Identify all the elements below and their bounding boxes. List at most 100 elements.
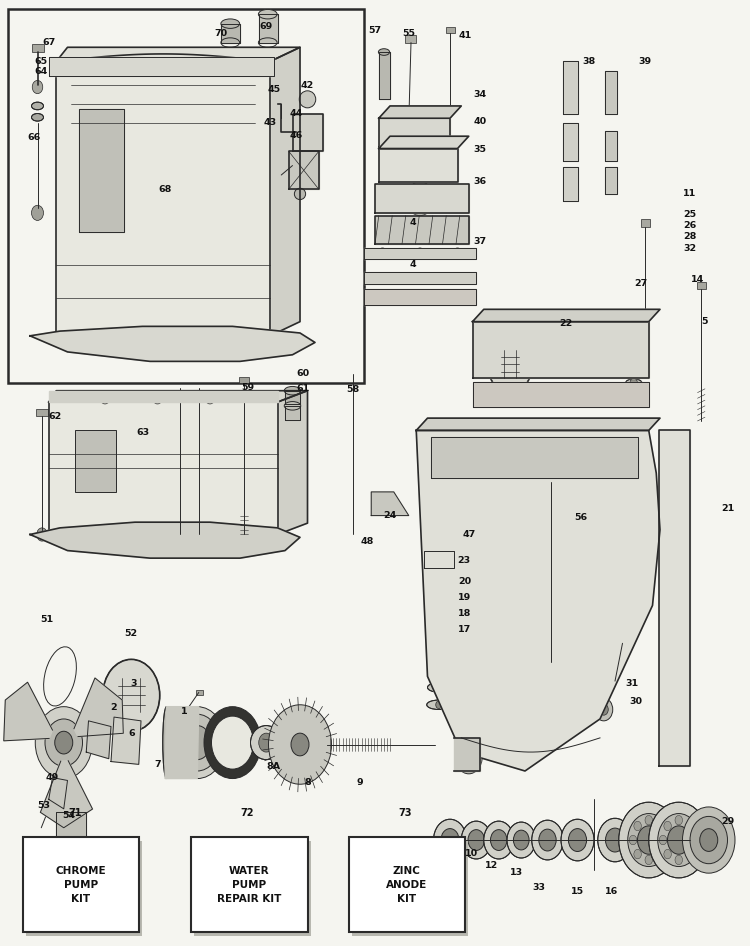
Polygon shape <box>454 738 480 771</box>
Circle shape <box>468 830 484 850</box>
Polygon shape <box>658 430 690 766</box>
Text: 47: 47 <box>462 530 476 539</box>
Ellipse shape <box>532 390 548 399</box>
Circle shape <box>379 273 386 283</box>
Circle shape <box>576 446 594 468</box>
Bar <box>22 837 139 932</box>
Ellipse shape <box>626 358 642 365</box>
Text: 36: 36 <box>473 177 487 186</box>
Circle shape <box>436 684 442 692</box>
Circle shape <box>629 835 637 845</box>
Text: ZINC
ANODE
KIT: ZINC ANODE KIT <box>386 866 427 903</box>
Circle shape <box>514 831 529 850</box>
Circle shape <box>32 205 44 220</box>
Polygon shape <box>472 322 649 378</box>
Text: 41: 41 <box>458 31 472 41</box>
Circle shape <box>507 822 536 858</box>
Ellipse shape <box>427 683 450 692</box>
Circle shape <box>169 707 226 779</box>
Circle shape <box>453 248 462 259</box>
Polygon shape <box>379 52 390 99</box>
Circle shape <box>656 850 664 859</box>
Circle shape <box>184 726 211 760</box>
Polygon shape <box>371 492 409 516</box>
Circle shape <box>406 182 433 216</box>
Circle shape <box>614 446 632 468</box>
Circle shape <box>419 126 429 139</box>
Circle shape <box>436 597 442 604</box>
Circle shape <box>461 747 476 766</box>
Circle shape <box>686 821 694 831</box>
Text: 63: 63 <box>136 428 149 437</box>
Circle shape <box>675 855 682 865</box>
Text: 61: 61 <box>296 384 310 394</box>
Circle shape <box>645 855 652 865</box>
Text: 39: 39 <box>638 57 652 66</box>
Ellipse shape <box>626 379 642 388</box>
Text: 38: 38 <box>582 57 596 66</box>
Circle shape <box>490 830 507 850</box>
Text: 24: 24 <box>383 511 397 520</box>
Text: 20: 20 <box>458 577 472 587</box>
Circle shape <box>424 273 431 283</box>
Circle shape <box>436 614 442 622</box>
Circle shape <box>469 273 476 283</box>
Circle shape <box>433 819 466 861</box>
Text: 32: 32 <box>683 244 697 254</box>
Text: 54: 54 <box>62 811 76 820</box>
Text: 1: 1 <box>181 707 187 716</box>
Polygon shape <box>285 406 300 420</box>
Text: 7: 7 <box>154 760 160 769</box>
Circle shape <box>634 850 641 859</box>
Polygon shape <box>56 47 300 61</box>
Circle shape <box>599 704 608 715</box>
Text: 3: 3 <box>130 678 136 688</box>
Circle shape <box>630 378 638 388</box>
Ellipse shape <box>532 332 578 349</box>
Text: 68: 68 <box>158 184 172 194</box>
Circle shape <box>259 733 274 752</box>
Circle shape <box>630 367 638 377</box>
Text: 35: 35 <box>473 145 487 154</box>
Text: 25: 25 <box>683 210 697 219</box>
Polygon shape <box>562 167 578 201</box>
Text: 16: 16 <box>604 886 618 896</box>
Circle shape <box>561 819 594 861</box>
Text: 55: 55 <box>402 28 416 38</box>
Ellipse shape <box>430 631 448 640</box>
Text: 57: 57 <box>368 26 382 35</box>
Circle shape <box>605 828 625 852</box>
Polygon shape <box>364 289 476 305</box>
Polygon shape <box>270 47 300 336</box>
Polygon shape <box>605 131 617 161</box>
Polygon shape <box>472 309 660 322</box>
Bar <box>238 377 249 383</box>
Bar <box>697 282 706 289</box>
Text: 15: 15 <box>571 886 584 896</box>
Text: 58: 58 <box>346 385 359 394</box>
Text: 21: 21 <box>721 504 734 514</box>
Ellipse shape <box>32 114 44 121</box>
Ellipse shape <box>294 188 306 200</box>
Circle shape <box>568 829 586 851</box>
Circle shape <box>103 659 160 731</box>
Circle shape <box>196 59 208 74</box>
Polygon shape <box>562 123 578 161</box>
Text: 17: 17 <box>458 624 472 634</box>
Text: 62: 62 <box>48 412 62 421</box>
Polygon shape <box>40 761 92 828</box>
Circle shape <box>35 707 92 779</box>
Circle shape <box>461 821 491 859</box>
Polygon shape <box>375 184 469 213</box>
Polygon shape <box>86 721 111 759</box>
Circle shape <box>619 802 679 878</box>
Ellipse shape <box>284 387 301 395</box>
Bar <box>75 430 116 492</box>
Bar <box>349 837 465 932</box>
Circle shape <box>480 341 495 359</box>
Ellipse shape <box>163 707 170 779</box>
Ellipse shape <box>431 596 446 605</box>
Ellipse shape <box>378 49 390 56</box>
Text: 66: 66 <box>27 132 40 142</box>
Polygon shape <box>285 391 300 404</box>
